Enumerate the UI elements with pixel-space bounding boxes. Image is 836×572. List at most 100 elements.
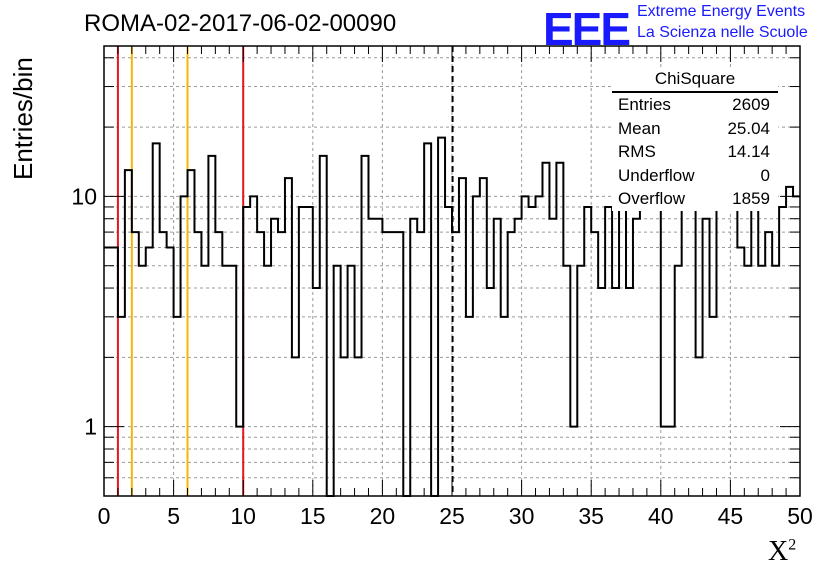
histogram-bin <box>522 196 529 496</box>
stats-value: 25.04 <box>727 118 770 138</box>
y-axis-label: Entries/bin <box>8 57 38 180</box>
x-tick-label: 10 <box>230 503 256 529</box>
histogram-bin <box>382 232 389 496</box>
histogram-bin <box>243 207 250 496</box>
x-tick-label: 25 <box>439 503 465 529</box>
histogram-bin <box>160 232 167 496</box>
histogram-bin <box>577 266 584 496</box>
x-tick-label: 5 <box>167 503 180 529</box>
histogram-bin <box>132 232 139 496</box>
histogram-bin <box>473 196 480 496</box>
stats-row-overflow: Overflow 1859 <box>612 187 778 211</box>
histogram-bin <box>751 196 758 496</box>
stats-label: Underflow <box>618 165 695 185</box>
histogram-bin <box>118 317 125 496</box>
histogram-bin <box>480 178 487 496</box>
x-tick-label: 20 <box>370 503 396 529</box>
histogram-bin <box>215 232 222 496</box>
histogram-bin <box>612 288 619 496</box>
chart-title: ROMA-02-2017-06-02-00090 <box>84 10 397 37</box>
histogram-bin <box>556 163 563 496</box>
histogram-bin <box>306 207 313 496</box>
x-tick-label: 45 <box>718 503 744 529</box>
histogram-bin <box>194 232 201 496</box>
histogram-bin <box>529 207 536 496</box>
x-tick-label: 35 <box>578 503 604 529</box>
y-tick-label: 1 <box>84 414 97 440</box>
x-tick-label: 50 <box>787 503 813 529</box>
histogram-bin <box>793 196 800 496</box>
histogram-bin <box>605 207 612 496</box>
stats-value: 0 <box>760 165 770 185</box>
histogram-bin <box>167 247 174 496</box>
histogram-bin <box>598 288 605 496</box>
histogram-bin <box>710 317 717 496</box>
histogram-bin <box>542 163 549 496</box>
x-axis-label-superscript: 2 <box>788 536 797 554</box>
stats-value: 14.14 <box>727 142 770 161</box>
histogram-bin <box>250 196 257 496</box>
histogram-bin <box>584 207 591 496</box>
histogram-bin <box>647 196 654 496</box>
histogram-bin <box>508 232 515 496</box>
histogram-bin <box>466 317 473 496</box>
histogram-bin <box>222 266 229 496</box>
stats-title: ChiSquare <box>612 68 778 93</box>
histogram-bin <box>313 288 320 496</box>
x-axis-label-text: X <box>768 536 789 567</box>
histogram-bin <box>389 232 396 496</box>
x-tick-label: 15 <box>300 503 326 529</box>
histogram-bin <box>334 266 341 496</box>
stats-label: Mean <box>618 118 661 138</box>
stats-label: RMS <box>618 142 656 161</box>
histogram-bin <box>772 266 779 496</box>
histogram-bin <box>348 266 355 496</box>
x-tick-label: 0 <box>98 503 111 529</box>
histogram-bin <box>146 247 153 496</box>
histogram-bin <box>104 247 111 496</box>
histogram-bin <box>111 247 118 496</box>
histogram-bin <box>626 288 633 496</box>
histogram-bin <box>278 232 285 496</box>
stats-value: 1859 <box>732 189 770 208</box>
logo-subtitle-line1: Extreme Energy Events <box>637 3 806 20</box>
histogram-bin <box>459 178 466 496</box>
histogram-bin <box>723 196 730 496</box>
histogram-bin <box>201 266 208 496</box>
stats-label: Overflow <box>618 189 686 208</box>
eee-logo: EEE <box>543 3 631 55</box>
histogram-bin <box>675 266 682 496</box>
x-tick-label: 40 <box>648 503 674 529</box>
histogram-bin <box>229 266 236 496</box>
histogram-bin <box>139 266 146 496</box>
histogram-bin <box>285 178 292 496</box>
histogram-bin <box>417 232 424 496</box>
stats-row-rms: RMS 14.14 <box>612 140 778 164</box>
histogram-bin <box>445 207 452 496</box>
histogram-bin <box>396 232 403 496</box>
histogram-bin <box>591 232 598 496</box>
histogram-bin <box>744 266 751 496</box>
histogram-bin <box>174 317 181 496</box>
histogram-bin <box>181 196 188 496</box>
stats-row-underflow: Underflow 0 <box>612 164 778 188</box>
stats-box: ChiSquare Entries 2609 Mean 25.04 RMS 14.14… <box>612 68 778 211</box>
histogram-bin <box>765 232 772 496</box>
histogram-bin <box>758 266 765 496</box>
histogram-bin <box>487 288 494 496</box>
stats-row-mean: Mean 25.04 <box>612 117 778 141</box>
logo-subtitle-line2: La Scienza nelle Scuole <box>637 24 808 41</box>
histogram-bin <box>619 163 626 496</box>
stats-label: Entries <box>618 95 671 114</box>
histogram-bin <box>257 232 264 496</box>
histogram-bin <box>536 196 543 496</box>
stats-value: 2609 <box>732 95 770 114</box>
x-tick-label: 30 <box>509 503 535 529</box>
histogram-bin <box>299 207 306 496</box>
histogram-bin <box>264 266 271 496</box>
x-axis-label: X2 <box>768 536 796 568</box>
histogram-bin <box>786 187 793 496</box>
histogram-bin <box>737 247 744 496</box>
stats-row-entries: Entries 2609 <box>612 93 778 117</box>
